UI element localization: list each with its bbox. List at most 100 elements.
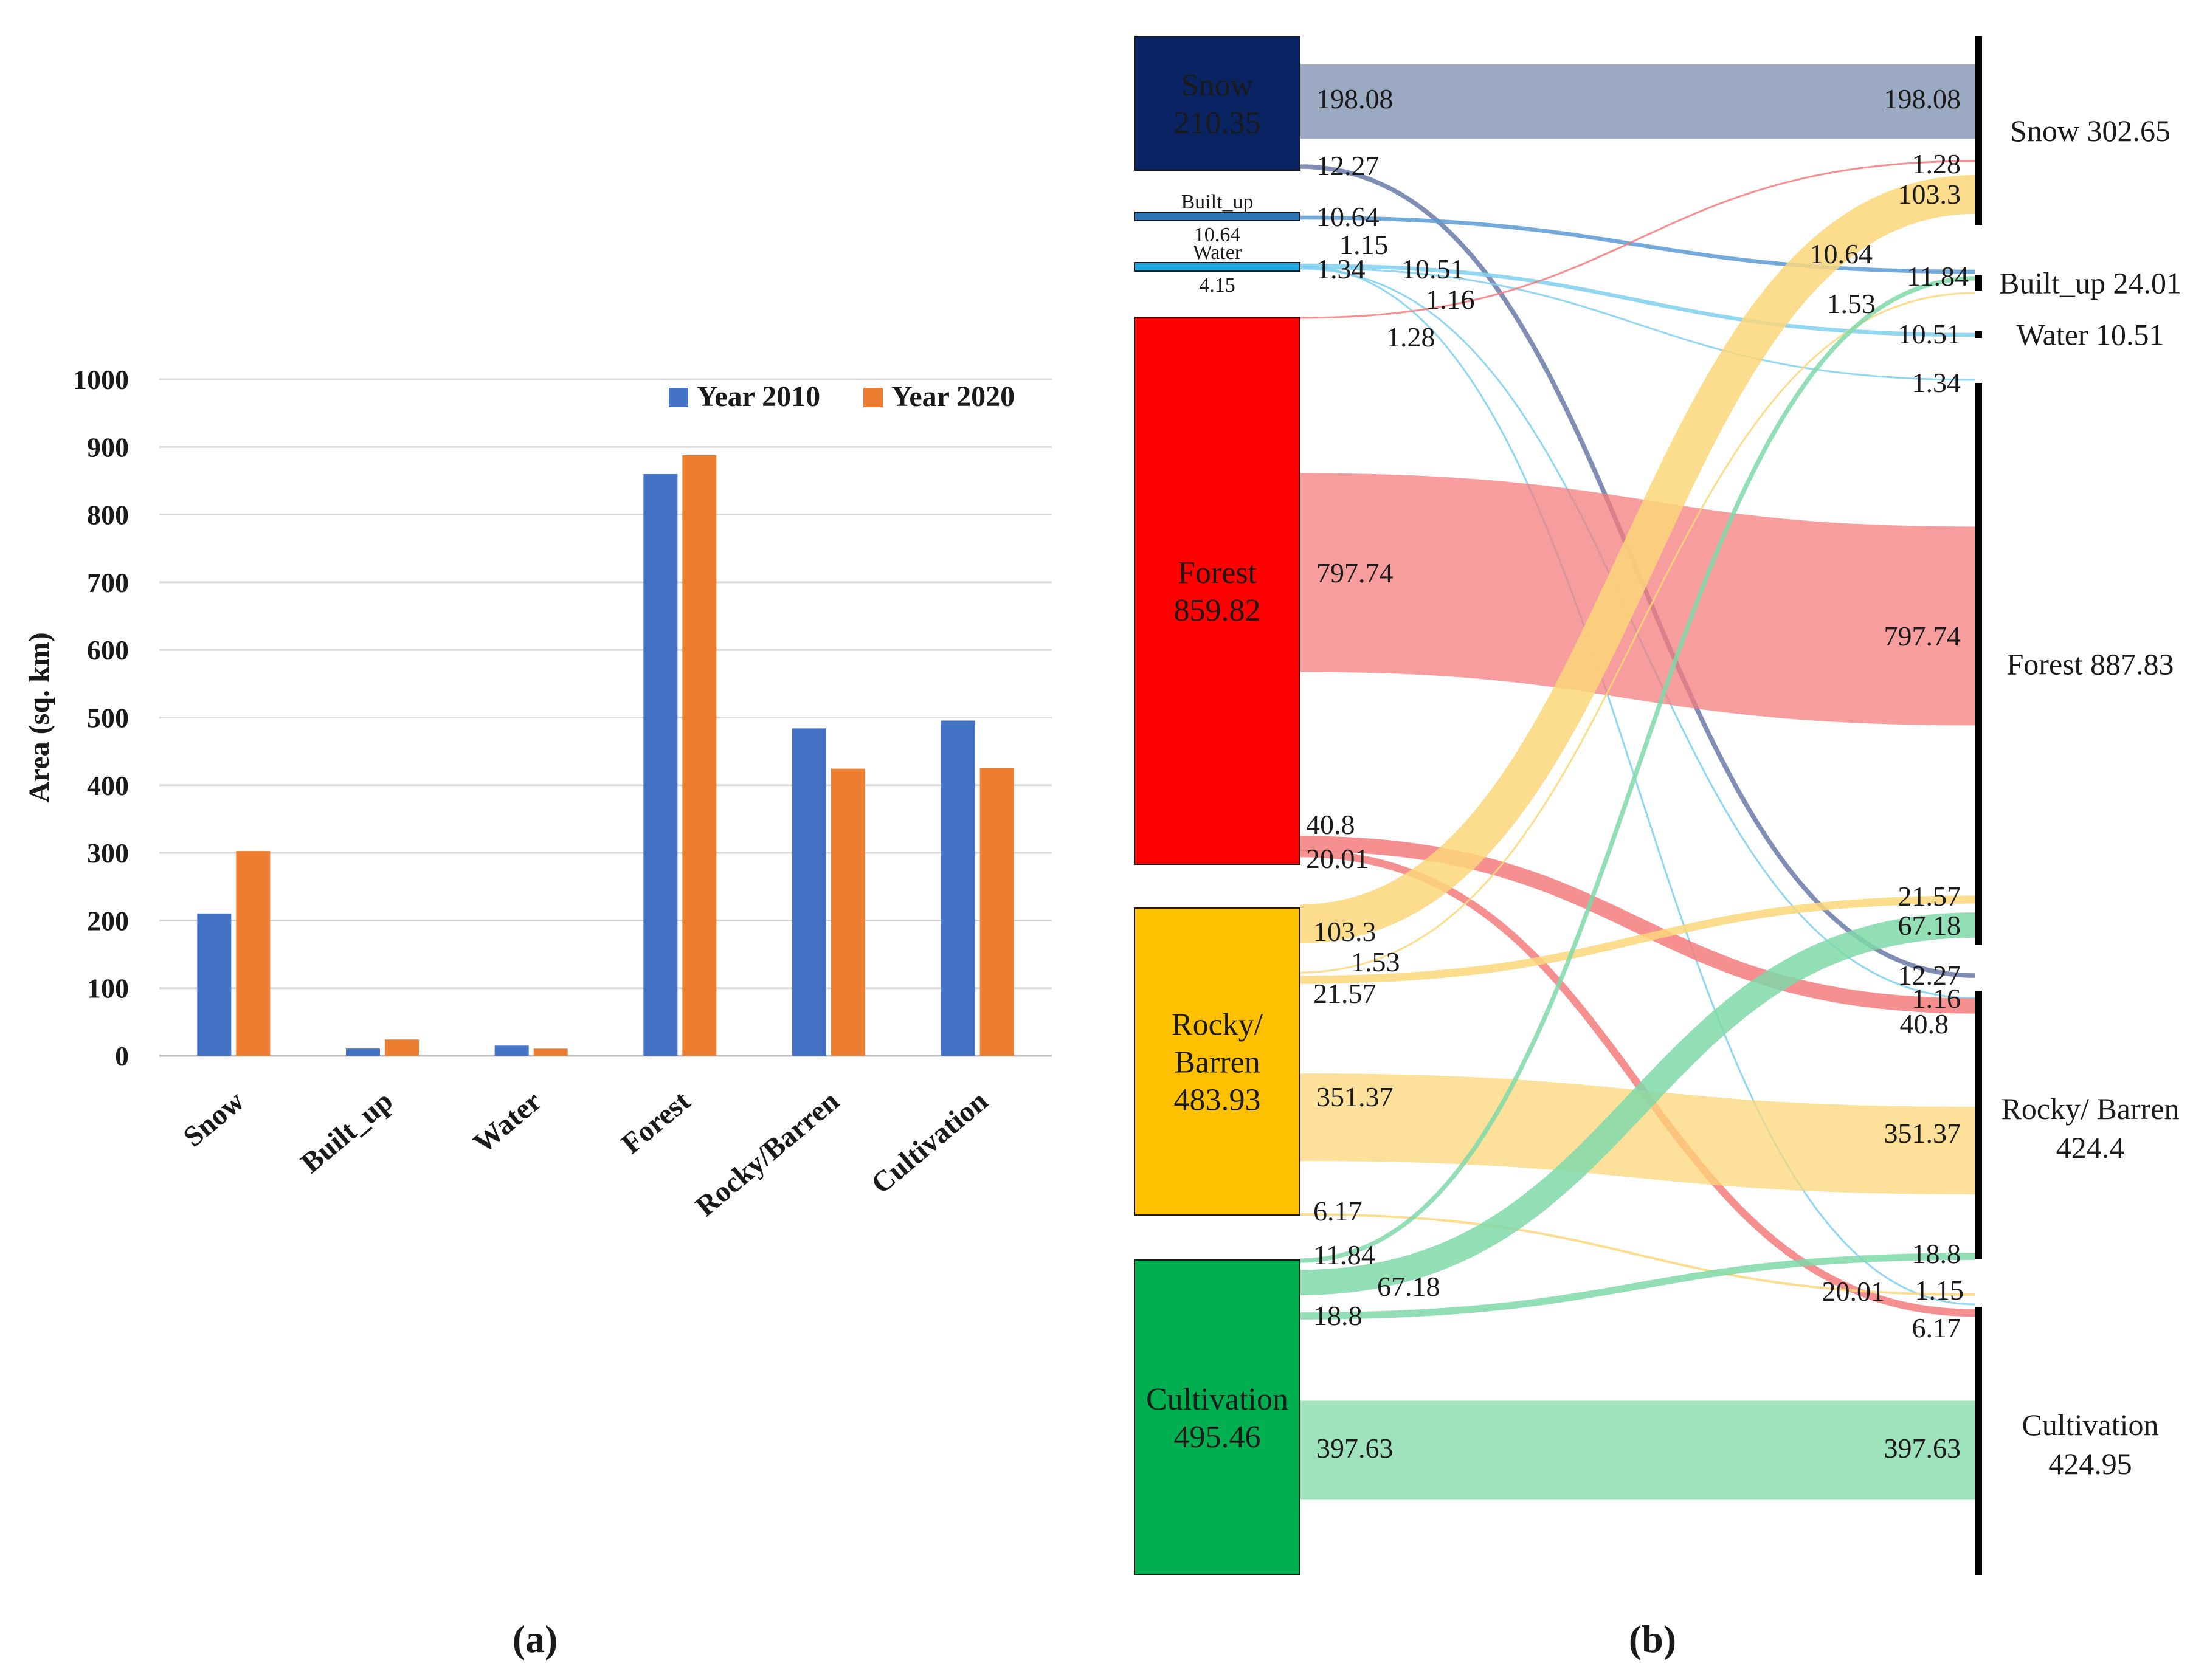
sankey-flow	[1299, 276, 1975, 1263]
x-tick-label: Forest	[615, 1085, 696, 1160]
flow-target-label: 103.3	[1898, 179, 1961, 210]
flow-target-label: 18.8	[1912, 1238, 1961, 1269]
y-tick-label: 400	[87, 770, 129, 801]
source-node-label: 483.93	[1174, 1083, 1261, 1118]
source-node-label: 210.35	[1174, 106, 1261, 140]
x-tick-label: Built_up	[295, 1085, 399, 1180]
target-node-label: Built_up 24.01	[1999, 266, 2181, 300]
flow-source-label: 10.51	[1401, 253, 1465, 284]
target-node-value: 424.4	[2056, 1131, 2125, 1165]
flow-source-label: 1.34	[1316, 253, 1366, 284]
y-tick-label: 0	[115, 1041, 129, 1072]
flow-source-label: 18.8	[1313, 1300, 1363, 1331]
source-node-label: 859.82	[1174, 593, 1261, 628]
target-node-label: Rocky/ Barren	[2001, 1092, 2180, 1126]
sankey-flow	[1299, 912, 1975, 1295]
flow-source-label: 10.64	[1316, 201, 1380, 232]
flow-target-label: 11.84	[1907, 261, 1969, 292]
sankey-flow	[1299, 1073, 1975, 1195]
legend-swatch	[863, 388, 883, 407]
flow-target-label: 1.16	[1912, 983, 1961, 1014]
source-node	[1134, 262, 1300, 272]
x-tick-label: Rocky/Barren	[689, 1085, 845, 1223]
y-tick-label: 900	[87, 432, 129, 463]
flow-target-label: 1.15	[1915, 1275, 1964, 1306]
bar-chart-panel: 0 100 200 300 400 500 600 700 800 900 1000 Area (sq…	[23, 364, 1052, 1223]
flow-source-label: 1.28	[1386, 322, 1435, 353]
sankey-flow	[1299, 895, 1975, 984]
flow-target-label: 1.34	[1912, 367, 1961, 398]
flow-source-label: 351.37	[1316, 1081, 1394, 1112]
sankey-flow	[1299, 1253, 1975, 1320]
source-node-label: Barren	[1174, 1045, 1260, 1080]
bar	[197, 913, 232, 1056]
flow-target-label: 12.27	[1898, 960, 1961, 991]
y-tick-label: 200	[87, 905, 129, 936]
bar	[831, 768, 865, 1056]
target-node-label: Cultivation	[2022, 1408, 2159, 1442]
source-node	[1134, 212, 1300, 221]
target-node	[1975, 331, 1982, 338]
target-node	[1975, 383, 1982, 945]
flow-source-label: 67.18	[1377, 1271, 1440, 1302]
y-axis-label: Area (sq. km)	[23, 632, 55, 802]
y-tick-label: 500	[87, 703, 129, 734]
bar	[941, 720, 975, 1056]
legend-label: Year 2010	[697, 380, 820, 413]
y-tick-label: 600	[87, 635, 129, 666]
source-node	[1134, 317, 1300, 865]
flow-target-label: 20.01	[1822, 1276, 1885, 1307]
flow-source-label: 21.57	[1313, 978, 1376, 1009]
source-node-label: Rocky/	[1172, 1008, 1263, 1042]
source-node-name: Built_up	[1181, 191, 1253, 213]
panel-b-label: (b)	[1629, 1617, 1676, 1661]
flow-source-label: 6.17	[1313, 1196, 1363, 1227]
y-tick-label: 1000	[73, 364, 129, 395]
sankey-flow	[1299, 265, 1975, 1306]
bar	[346, 1048, 380, 1056]
source-node-label: Snow	[1181, 68, 1254, 103]
flow-source-label: 397.63	[1316, 1433, 1394, 1464]
flow-target-label: 10.64	[1810, 238, 1873, 269]
flow-target-label: 21.57	[1898, 881, 1961, 912]
sankey-flow	[1299, 292, 1975, 974]
sankey-flow	[1299, 836, 1975, 1014]
flow-target-label: 6.17	[1912, 1312, 1961, 1343]
flow-target-label: 351.37	[1884, 1118, 1961, 1149]
bar	[494, 1045, 529, 1056]
flow-source-label: 1.16	[1426, 284, 1475, 315]
x-tick-label: Snow	[177, 1085, 250, 1154]
flow-source-label: 20.01	[1306, 843, 1369, 874]
sankey-panel: 198.08 198.0812.2712.2710.6410.641.151.15…	[1134, 36, 2181, 1575]
flow-target-label: 397.63	[1884, 1433, 1961, 1464]
sankey-flow	[1299, 1213, 1975, 1296]
source-node	[1134, 1259, 1300, 1575]
bar	[533, 1048, 568, 1056]
legend-swatch	[669, 388, 688, 407]
bar	[643, 474, 678, 1056]
sankey-flow	[1299, 215, 1975, 274]
source-node-label: Forest	[1178, 556, 1257, 590]
flow-source-label: 12.27	[1316, 150, 1380, 181]
y-tick-label: 800	[87, 500, 129, 531]
flow-source-label: 11.84	[1313, 1239, 1375, 1270]
source-node	[1134, 907, 1300, 1216]
source-node-value: 4.15	[1199, 274, 1235, 297]
flow-target-label: 10.51	[1898, 318, 1961, 349]
bar	[792, 728, 826, 1056]
y-tick-label: 700	[87, 567, 129, 598]
target-node-label: Forest 887.83	[2007, 647, 2174, 681]
y-tick-label: 100	[87, 973, 129, 1004]
flow-target-label: 1.53	[1827, 288, 1876, 319]
target-node-label: Snow 302.65	[2010, 114, 2171, 148]
source-node-name: Water	[1193, 241, 1242, 264]
flow-target-label: 1.28	[1912, 148, 1961, 179]
flow-source-label: 198.08	[1316, 83, 1394, 114]
bar	[385, 1039, 419, 1056]
source-node-label: Cultivation	[1146, 1382, 1288, 1417]
sankey-flow	[1299, 263, 1975, 337]
source-node	[1134, 36, 1300, 171]
sankey-flow	[1299, 174, 1975, 944]
flow-target-label: 198.08	[1884, 83, 1961, 114]
